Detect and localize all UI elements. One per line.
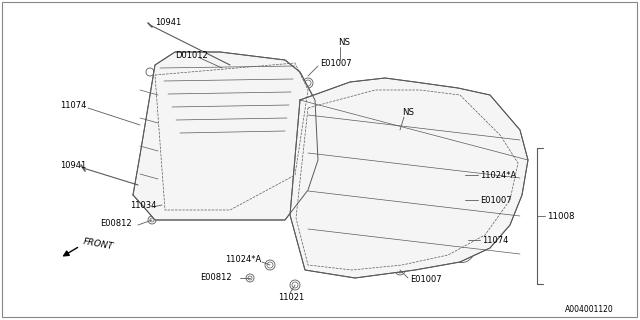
Text: E00812: E00812 <box>200 274 232 283</box>
Text: NS: NS <box>338 37 350 46</box>
Text: 10941: 10941 <box>155 18 181 27</box>
Ellipse shape <box>166 75 200 125</box>
Ellipse shape <box>401 207 435 249</box>
Ellipse shape <box>195 92 228 142</box>
Text: NS: NS <box>402 108 414 116</box>
Ellipse shape <box>358 189 392 231</box>
Text: 11021: 11021 <box>278 292 304 301</box>
Text: A004001120: A004001120 <box>565 306 614 315</box>
Text: E01007: E01007 <box>480 196 511 204</box>
Text: 11024*A: 11024*A <box>225 255 261 265</box>
Polygon shape <box>133 52 318 220</box>
Text: E01007: E01007 <box>410 276 442 284</box>
Ellipse shape <box>225 108 257 160</box>
Ellipse shape <box>253 125 287 177</box>
Text: 11074: 11074 <box>482 236 508 244</box>
Text: 11034: 11034 <box>130 201 156 210</box>
Text: FRONT: FRONT <box>82 237 114 251</box>
Text: D01012: D01012 <box>175 51 208 60</box>
Text: 11008: 11008 <box>547 212 575 220</box>
Text: E00812: E00812 <box>100 219 132 228</box>
Text: 11024*A: 11024*A <box>480 171 516 180</box>
Text: E01007: E01007 <box>320 59 351 68</box>
Text: 11074: 11074 <box>60 100 86 109</box>
Polygon shape <box>290 78 528 278</box>
Text: 10941: 10941 <box>60 161 86 170</box>
Ellipse shape <box>312 169 348 211</box>
